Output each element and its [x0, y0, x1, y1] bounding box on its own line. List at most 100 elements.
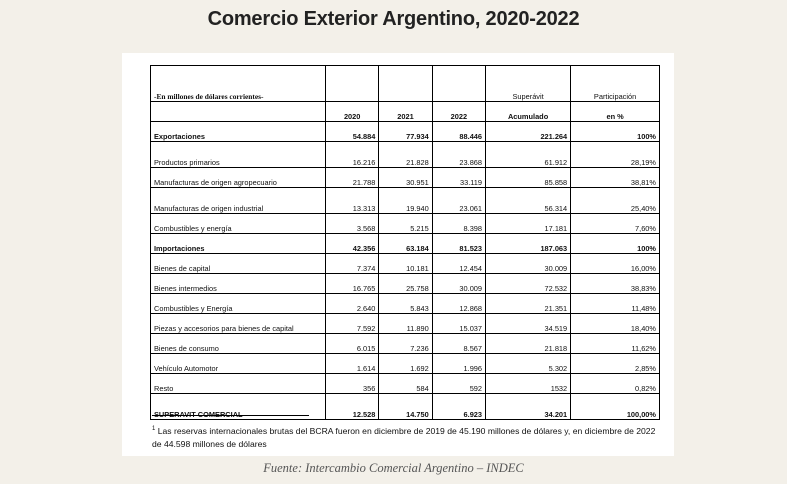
- row-label: Piezas y accesorios para bienes de capit…: [150, 313, 326, 334]
- row-value-cell: 88.446: [432, 121, 487, 142]
- row-label: Bienes de capital: [150, 253, 326, 274]
- row-value-cell: 25.758: [378, 273, 433, 294]
- row-share-cell: 2,85%: [570, 353, 660, 374]
- row-value-cell: 592: [432, 373, 487, 394]
- row-share-cell: 11,48%: [570, 293, 660, 314]
- row-value-cell: 356: [325, 373, 380, 394]
- unit-label: -En millones de dólares corrientes-: [150, 65, 326, 102]
- row-share-cell: 7,60%: [570, 213, 660, 234]
- row-value-cell: 23.868: [432, 141, 487, 168]
- table-row: Importaciones 42.356 63.184 81.523 187.063 10…: [150, 233, 660, 254]
- table-row: Vehículo Automotor 1.614 1.692 1.996 5.302 2,…: [150, 353, 660, 374]
- header-en-pct: en %: [570, 101, 660, 122]
- table-header-top: -En millones de dólares corrientes- Supe…: [150, 65, 660, 102]
- row-share-cell: 100%: [570, 233, 660, 254]
- row-value-cell: 12.528: [325, 393, 380, 420]
- row-label: Resto: [150, 373, 326, 394]
- row-value-cell: 2.640: [325, 293, 380, 314]
- row-value-cell: 13.313: [325, 187, 380, 214]
- row-label: Combustibles y Energía: [150, 293, 326, 314]
- trade-table: -En millones de dólares corrientes- Supe…: [150, 65, 660, 420]
- row-value-cell: 54.884: [325, 121, 380, 142]
- row-value-cell: 34.201: [485, 393, 572, 420]
- table-row: Combustibles y energía 3.568 5.215 8.398 17.…: [150, 213, 660, 234]
- row-value-cell: 15.037: [432, 313, 487, 334]
- header-top-cell: [378, 65, 433, 102]
- row-value-cell: 21.818: [485, 333, 572, 354]
- row-value-cell: 17.181: [485, 213, 572, 234]
- row-value-cell: 56.314: [485, 187, 572, 214]
- row-value-cell: 14.750: [378, 393, 433, 420]
- row-value-cell: 1532: [485, 373, 572, 394]
- row-label: Bienes intermedios: [150, 273, 326, 294]
- row-value-cell: 5.843: [378, 293, 433, 314]
- row-share-cell: 25,40%: [570, 187, 660, 214]
- header-empty-cell: [150, 101, 326, 122]
- row-value-cell: 11.890: [378, 313, 433, 334]
- table-row: Bienes de capital 7.374 10.181 12.454 30.009…: [150, 253, 660, 274]
- header-acumulado: Acumulado: [485, 101, 572, 122]
- table-row: Bienes de consumo 6.015 7.236 8.567 21.818 11…: [150, 333, 660, 354]
- row-label: Productos primarios: [150, 141, 326, 168]
- footnote-divider: [152, 415, 309, 416]
- row-value-cell: 23.061: [432, 187, 487, 214]
- row-value-cell: 77.934: [378, 121, 433, 142]
- table-row: Manufacturas de origen agropecuario 21.78…: [150, 167, 660, 188]
- row-label: Manufacturas de origen industrial: [150, 187, 326, 214]
- row-value-cell: 6.015: [325, 333, 380, 354]
- row-value-cell: 33.119: [432, 167, 487, 188]
- page-title: Comercio Exterior Argentino, 2020-2022: [207, 8, 580, 30]
- table-header-bottom: 2020 2021 2022 Acumulado en %: [150, 101, 660, 122]
- row-value-cell: 81.523: [432, 233, 487, 254]
- header-year-2021: 2021: [378, 101, 433, 122]
- row-label: Vehículo Automotor: [150, 353, 326, 374]
- row-value-cell: 1.692: [378, 353, 433, 374]
- footnote-marker: 1: [152, 426, 156, 432]
- row-value-cell: 12.454: [432, 253, 487, 274]
- row-value-cell: 5.302: [485, 353, 572, 374]
- source-caption: Fuente: Intercambio Comercial Argentino …: [263, 461, 524, 475]
- row-value-cell: 7.592: [325, 313, 380, 334]
- row-value-cell: 30.951: [378, 167, 433, 188]
- row-label: Bienes de consumo: [150, 333, 326, 354]
- row-value-cell: 19.940: [378, 187, 433, 214]
- row-value-cell: 7.236: [378, 333, 433, 354]
- document-sheet: -En millones de dólares corrientes- Supe…: [122, 53, 674, 456]
- row-value-cell: 21.351: [485, 293, 572, 314]
- footnote: 1 Las reservas internacionales brutas de…: [152, 423, 662, 451]
- footnote-text: Las reservas internacionales brutas del …: [152, 425, 656, 449]
- row-share-cell: 28,19%: [570, 141, 660, 168]
- row-value-cell: 34.519: [485, 313, 572, 334]
- table-row: SUPERAVIT COMERCIAL 12.528 14.750 6.923 34.2…: [150, 393, 660, 420]
- table-row: Exportaciones 54.884 77.934 88.446 221.264 10…: [150, 121, 660, 142]
- row-label: Combustibles y energía: [150, 213, 326, 234]
- row-value-cell: 21.828: [378, 141, 433, 168]
- row-label: Importaciones: [150, 233, 326, 254]
- row-value-cell: 30.009: [432, 273, 487, 294]
- table-row: Piezas y accesorios para bienes de capit…: [150, 313, 660, 334]
- row-value-cell: 21.788: [325, 167, 380, 188]
- table-row: Manufacturas de origen industrial 13.313 1…: [150, 187, 660, 214]
- row-share-cell: 16,00%: [570, 253, 660, 274]
- row-value-cell: 85.858: [485, 167, 572, 188]
- row-value-cell: 221.264: [485, 121, 572, 142]
- row-value-cell: 63.184: [378, 233, 433, 254]
- row-value-cell: 72.532: [485, 273, 572, 294]
- row-share-cell: 100%: [570, 121, 660, 142]
- row-value-cell: 12.868: [432, 293, 487, 314]
- header-year-2022: 2022: [432, 101, 487, 122]
- header-top-cell: [432, 65, 487, 102]
- row-value-cell: 187.063: [485, 233, 572, 254]
- header-superavit: Superávit: [485, 65, 572, 102]
- row-share-cell: 18,40%: [570, 313, 660, 334]
- row-label: Manufacturas de origen agropecuario: [150, 167, 326, 188]
- row-value-cell: 16.765: [325, 273, 380, 294]
- table-row: Combustibles y Energía 2.640 5.843 12.868 21…: [150, 293, 660, 314]
- row-value-cell: 584: [378, 373, 433, 394]
- row-value-cell: 1.614: [325, 353, 380, 374]
- table-row: Bienes intermedios 16.765 25.758 30.009 72.5…: [150, 273, 660, 294]
- row-share-cell: 11,62%: [570, 333, 660, 354]
- row-share-cell: 100,00%: [570, 393, 660, 420]
- row-value-cell: 7.374: [325, 253, 380, 274]
- row-value-cell: 6.923: [432, 393, 487, 420]
